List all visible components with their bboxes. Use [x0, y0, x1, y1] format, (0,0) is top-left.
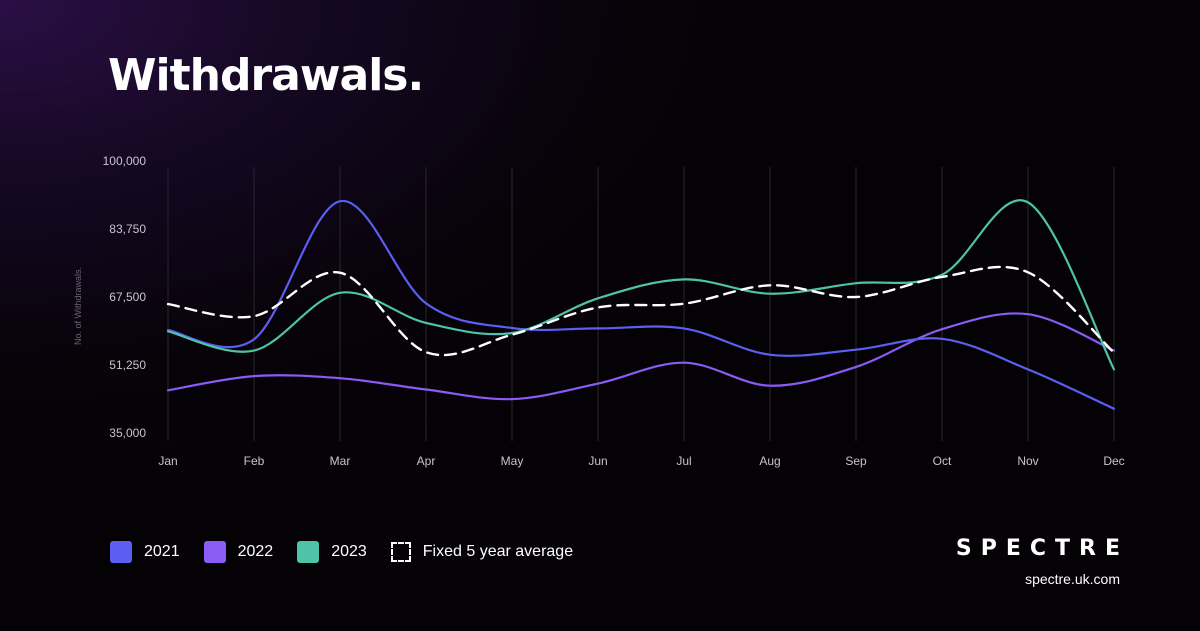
line-chart: 35,000 51,250 67,500 83,750 100,000 Jan Feb Ma…: [73, 154, 1125, 468]
x-tick-jun: Jun: [588, 454, 607, 468]
x-tick-apr: Apr: [417, 454, 436, 468]
x-tick-dec: Dec: [1103, 454, 1124, 468]
y-tick-4: 100,000: [103, 154, 147, 168]
chart-title: Withdrawals.: [108, 50, 424, 101]
legend-swatch-2021: [110, 541, 132, 563]
y-tick-0: 35,000: [109, 426, 146, 440]
legend-swatch-average: [390, 542, 411, 562]
x-tick-may: May: [501, 454, 524, 468]
series-line-2022: [166, 312, 1116, 401]
legend-item-2022: 2022: [203, 541, 274, 563]
y-tick-1: 51,250: [109, 358, 146, 372]
legend-label-2021: 2021: [144, 543, 180, 560]
brand-url: spectre.uk.com: [1025, 571, 1120, 587]
x-tick-nov: Nov: [1017, 454, 1038, 468]
x-tick-aug: Aug: [759, 454, 780, 468]
x-tick-jan: Jan: [158, 454, 177, 468]
legend: 2021 2022 2023 Fixed 5 year average: [110, 541, 573, 563]
x-tick-jul: Jul: [676, 454, 691, 468]
x-axis-ticks: Jan Feb Mar Apr May Jun Jul Aug Sep Oct Nov Dec: [158, 454, 1124, 468]
y-axis-ticks: 35,000 51,250 67,500 83,750 100,000: [103, 154, 147, 440]
y-tick-2: 67,500: [109, 290, 146, 304]
series-line-2021: [166, 200, 1116, 410]
series-line-2023: [166, 199, 1116, 371]
legend-item-2021: 2021: [110, 541, 180, 563]
x-tick-mar: Mar: [330, 454, 351, 468]
legend-swatch-2023: [297, 541, 320, 563]
x-tick-oct: Oct: [933, 454, 952, 468]
legend-item-2023: 2023: [297, 541, 367, 563]
x-tick-feb: Feb: [244, 454, 265, 468]
legend-label-2023: 2023: [331, 543, 367, 560]
legend-label-2022: 2022: [237, 543, 274, 560]
legend-label-average: Fixed 5 year average: [422, 543, 574, 560]
legend-item-average: Fixed 5 year average: [390, 542, 574, 562]
grid-lines: [167, 167, 1115, 441]
series-line-fixed-5-year-average: [166, 265, 1116, 357]
legend-swatch-2022: [203, 541, 226, 563]
y-axis-label: No. of Withdrawals.: [73, 267, 83, 345]
y-tick-3: 83,750: [109, 222, 146, 236]
brand-logo: SPECTRE: [955, 536, 1129, 561]
brand-block: SPECTRE spectre.uk.com: [956, 536, 1120, 587]
x-tick-sep: Sep: [845, 454, 867, 468]
series-lines: [166, 199, 1116, 410]
